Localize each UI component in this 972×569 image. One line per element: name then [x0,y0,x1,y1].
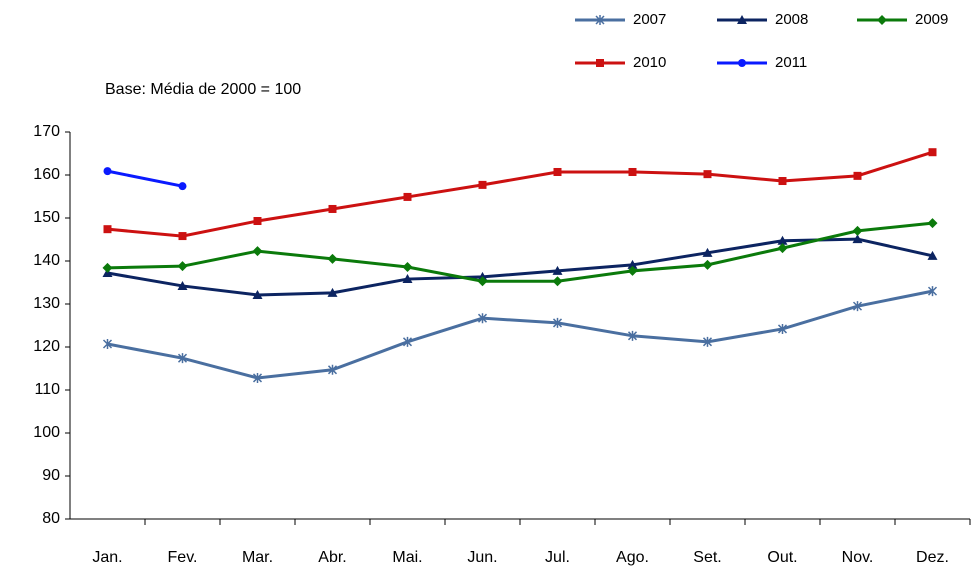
marker [778,177,787,186]
marker [627,330,638,341]
marker [928,148,937,157]
marker [552,265,563,275]
marker [103,225,112,234]
marker [178,232,187,241]
y-tick-label: 110 [34,381,60,398]
marker [852,234,863,244]
marker [927,250,938,260]
marker [252,246,263,257]
legend-label: 2010 [633,54,666,71]
y-tick-label: 80 [42,510,60,527]
marker [702,247,713,257]
x-tick-label: Mai. [392,549,422,566]
y-tick-label: 160 [33,166,60,183]
legend-label: 2009 [915,11,948,28]
marker [253,217,262,226]
y-tick-label: 170 [33,123,60,140]
marker [402,262,413,273]
marker [628,167,637,176]
marker [777,323,788,334]
marker [103,167,112,176]
marker [595,15,605,25]
y-tick-label: 140 [33,252,60,269]
marker [596,59,604,67]
marker [328,204,337,213]
marker [738,59,746,67]
marker [702,259,713,270]
x-tick-label: Dez. [916,549,949,566]
marker [552,317,563,328]
x-tick-label: Fev. [168,549,198,566]
marker [927,286,938,297]
x-tick-label: Nov. [842,549,874,566]
marker [777,243,788,254]
marker [402,336,413,347]
series-line [107,150,933,238]
chart-subtitle: Base: Média de 2000 = 100 [105,81,301,98]
marker [252,289,263,299]
marker [102,338,113,349]
marker [703,170,712,179]
marker [327,253,338,264]
y-tick-label: 130 [33,295,60,312]
x-tick-label: Jun. [467,549,497,566]
marker [402,274,413,284]
marker [252,372,263,383]
x-tick-label: Set. [693,549,721,566]
marker [927,218,938,229]
marker [327,287,338,297]
marker [327,364,338,375]
marker [702,336,713,347]
marker [627,265,638,276]
y-tick-label: 150 [33,209,60,226]
series-line [107,237,933,297]
marker [852,301,863,312]
x-tick-label: Abr. [318,549,346,566]
series-line [107,289,933,380]
x-tick-label: Out. [767,549,797,566]
x-tick-label: Jul. [545,549,570,566]
legend-label: 2008 [775,11,808,28]
marker [478,180,487,189]
x-tick-label: Jan. [92,549,122,566]
marker [177,353,188,364]
marker [777,235,788,245]
marker [403,192,412,201]
x-tick-label: Mar. [242,549,273,566]
series-line [107,169,183,188]
marker [553,167,562,176]
y-tick-label: 120 [33,338,60,355]
marker [477,313,488,324]
marker [877,15,887,25]
x-tick-label: Ago. [616,549,649,566]
marker [737,15,747,24]
marker [852,225,863,236]
marker [853,171,862,180]
legend-label: 2011 [775,54,807,71]
series-line [107,221,933,283]
marker [477,276,488,287]
y-tick-label: 90 [42,467,60,484]
legend-label: 2007 [633,11,666,28]
marker [552,276,563,287]
marker [177,280,188,290]
marker [178,182,187,191]
y-tick-label: 100 [33,424,60,441]
marker [102,262,113,273]
marker [627,259,638,269]
marker [177,261,188,272]
